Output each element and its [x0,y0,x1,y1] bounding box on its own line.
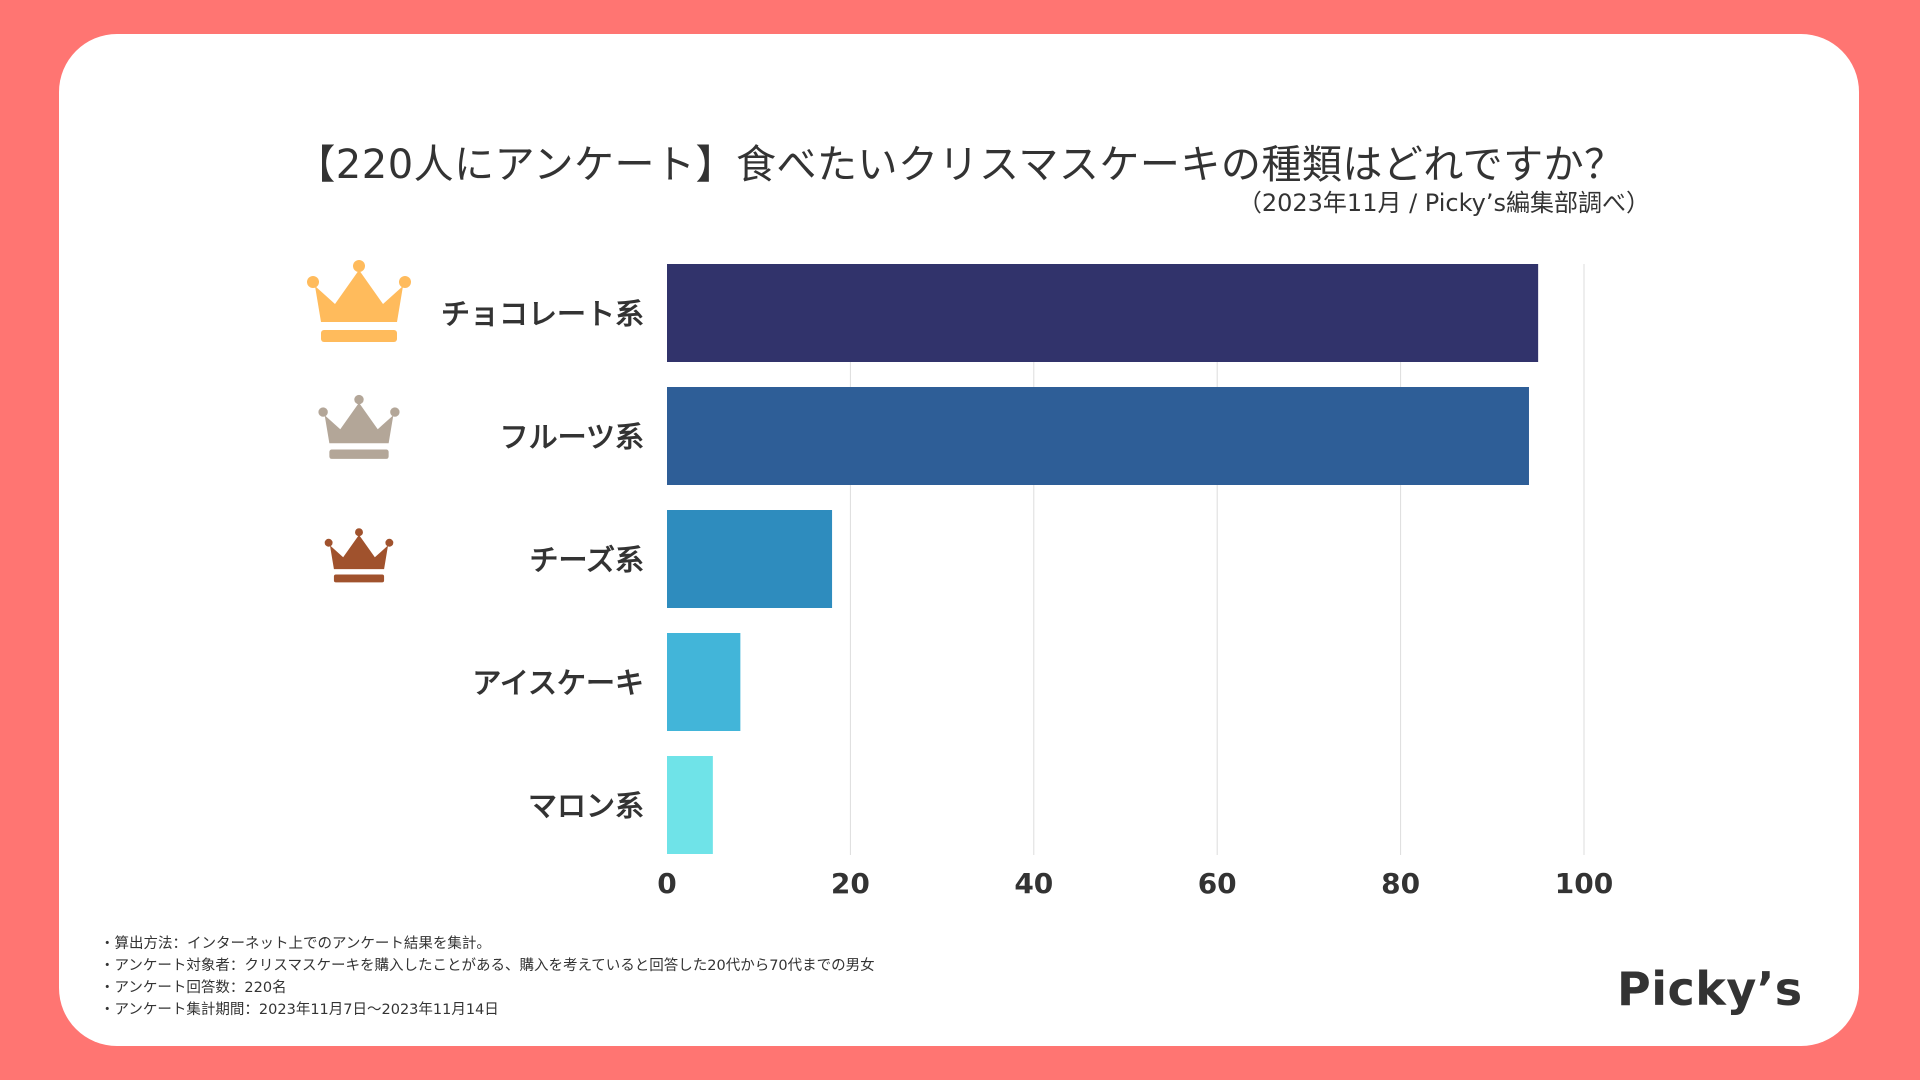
x-tick-label: 100 [1555,867,1613,900]
survey-notes: ・算出方法：インターネット上でのアンケート結果を集計。 ・アンケート対象者：クリ… [100,933,875,1021]
x-tick-label: 60 [1198,867,1237,900]
note-period: ・アンケート集計期間：2023年11月7日〜2023年11月14日 [100,1002,499,1018]
picky-logo: Picky’s [1617,962,1803,1016]
crown-gold-icon [307,260,411,342]
bar-1 [667,264,1539,362]
crown-silver-icon [318,394,400,459]
crown-bronze-icon [324,528,394,583]
chart-title: 【220人にアンケート】食べたいクリスマスケーキの種類はどれですか？ [295,142,1625,188]
x-tick-label: 0 [657,867,676,900]
category-label: マロン系 [528,789,644,823]
bar-2 [667,387,1529,485]
category-label: チーズ系 [529,543,644,577]
chart-subtitle: （2023年11月 / Picky’s編集部調べ） [1237,189,1650,217]
bar-4 [667,633,741,731]
note-count: ・アンケート回答数：220名 [100,980,287,996]
note-target: ・アンケート対象者：クリスマスケーキを購入したことがある、購入を考えていると回答… [100,958,875,974]
category-label: フルーツ系 [500,420,644,454]
category-label: チョコレート系 [441,297,644,331]
x-tick-label: 20 [831,867,870,900]
x-tick-label: 40 [1014,867,1053,900]
bar-5 [667,756,713,854]
x-tick-label: 80 [1381,867,1420,900]
bar-3 [667,510,833,608]
category-label: アイスケーキ [472,666,644,700]
note-method: ・算出方法：インターネット上でのアンケート結果を集計。 [100,936,491,952]
